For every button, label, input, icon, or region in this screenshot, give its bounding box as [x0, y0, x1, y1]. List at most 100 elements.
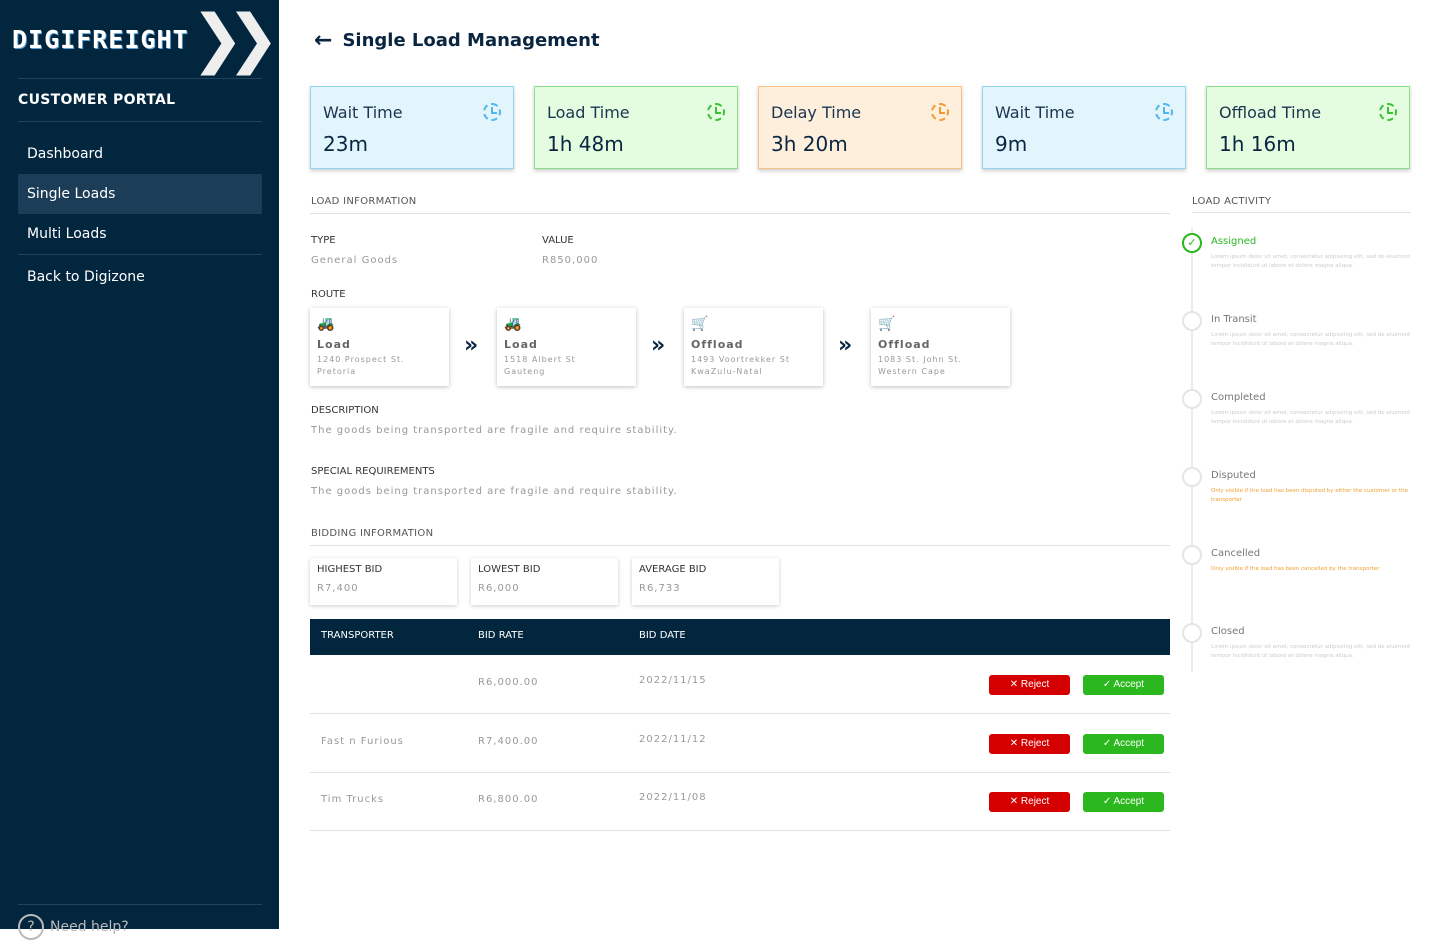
logo-text: DIGIFREIGHT — [12, 24, 189, 54]
nav-back-to-digizone[interactable]: Back to Digizone — [27, 269, 145, 285]
lowest-bid-card: LOWEST BID R6,000 — [471, 558, 618, 605]
reject-button[interactable]: ✕ Reject — [989, 733, 1070, 754]
activity-description: Lorem ipsum dolor sit amet, consectetur … — [1211, 410, 1410, 425]
stop-address: 1518 Albert St — [504, 355, 576, 364]
nav-multi-loads[interactable]: Multi Loads — [27, 226, 107, 242]
close-icon: ✕ — [1009, 796, 1021, 807]
divider — [310, 213, 1170, 214]
stat-label: Load Time — [547, 103, 630, 122]
main: ← Single Load Management Wait Time 23m Load… — [279, 0, 1436, 929]
bid-rate-cell: R6,000.00 — [478, 677, 539, 688]
double-chevron-icon: » — [838, 333, 853, 358]
description-label: DESCRIPTION — [311, 405, 379, 416]
activity-name: Disputed — [1211, 470, 1256, 481]
accept-label: Accept — [1113, 737, 1145, 749]
transporter-cell: Fast n Furious — [321, 735, 404, 747]
clock-icon — [483, 103, 501, 121]
back-arrow-icon[interactable]: ← — [314, 28, 333, 53]
value-label: VALUE — [542, 235, 574, 246]
accept-label: Accept — [1113, 796, 1145, 807]
nav-single-loads[interactable]: Single Loads — [18, 174, 262, 214]
table-row: R6,000.00 2022/11/15 ✕ Reject ✓ Accept — [310, 655, 1170, 714]
accept-button[interactable]: ✓ Accept — [1083, 675, 1164, 695]
bid-label: AVERAGE BID — [639, 564, 707, 575]
sidebar: DIGIFREIGHT ❯❯ CUSTOMER PORTAL Dashboard … — [0, 0, 280, 940]
clock-icon — [1379, 103, 1397, 121]
activity-name: Completed — [1211, 392, 1266, 403]
bid-value: R6,733 — [639, 583, 681, 594]
double-chevron-icon: » — [651, 333, 666, 358]
divider — [18, 121, 262, 122]
empty-circle-icon — [1182, 545, 1202, 565]
special-requirements-label: SPECIAL REQUIREMENTS — [311, 466, 435, 477]
divider — [1192, 212, 1411, 213]
reject-button[interactable]: ✕ Reject — [989, 792, 1070, 812]
stat-label: Offload Time — [1219, 103, 1322, 122]
stat-value: 1h 48m — [547, 132, 624, 156]
bid-date-cell: 2022/11/08 — [639, 792, 707, 803]
stat-card: Wait Time 9m — [982, 86, 1186, 169]
activity-description: Lorem ipsum dolor sit amet, consectetur … — [1211, 254, 1410, 269]
special-requirements-text: The goods being transported are fragile … — [311, 486, 678, 497]
bid-value: R6,000 — [478, 583, 520, 594]
logo-chevron-icon: ❯❯ — [190, 2, 280, 76]
column-header: BID DATE — [639, 630, 686, 641]
type-label: TYPE — [311, 235, 336, 246]
logo[interactable]: DIGIFREIGHT ❯❯ — [12, 2, 280, 76]
column-header: TRANSPORTER — [321, 630, 394, 641]
divider — [18, 904, 262, 905]
divider — [18, 78, 262, 79]
section-heading: BIDDING INFORMATION — [311, 528, 434, 539]
bid-date-cell: 2022/11/15 — [639, 675, 707, 686]
bids-table-header: TRANSPORTER BID RATE BID DATE — [310, 619, 1170, 655]
divider — [18, 254, 262, 255]
route-stop: 🚜 Load 1518 Albert St Gauteng — [497, 308, 636, 386]
bid-date-cell: 2022/11/12 — [639, 733, 707, 745]
activity-heading: LOAD ACTIVITY — [1192, 196, 1272, 207]
empty-circle-icon — [1182, 467, 1202, 487]
route-label: ROUTE — [311, 289, 346, 300]
bid-label: HIGHEST BID — [317, 564, 383, 575]
route-stop: 🚜 Load 1240 Prospect St. Pretoria — [310, 308, 449, 386]
close-icon: ✕ — [1009, 737, 1021, 749]
dolly-icon: 🛒 — [878, 316, 896, 332]
clock-icon — [931, 103, 949, 121]
activity-name: Assigned — [1211, 236, 1257, 247]
dolly-icon: 🛒 — [691, 316, 709, 332]
section-heading: LOAD INFORMATION — [311, 196, 417, 207]
close-icon: ✕ — [1009, 679, 1021, 690]
nav-dashboard[interactable]: Dashboard — [27, 146, 103, 162]
reject-button[interactable]: ✕ Reject — [989, 675, 1070, 695]
average-bid-card: AVERAGE BID R6,733 — [632, 558, 779, 605]
help-link[interactable]: ? Need help? — [18, 914, 129, 940]
stop-type: Load — [504, 338, 538, 351]
route-stop: 🛒 Offload 1493 Voortrekker St KwaZulu-Natal — [684, 308, 823, 386]
reject-label: Reject — [1020, 796, 1050, 807]
double-chevron-icon: » — [464, 333, 479, 358]
activity-name: Cancelled — [1211, 548, 1261, 559]
stat-value: 3h 20m — [771, 132, 848, 156]
activity-name: Closed — [1211, 626, 1245, 637]
stop-type: Offload — [691, 338, 744, 351]
activity-description: Lorem ipsum dolor sit amet, consectetur … — [1211, 332, 1410, 347]
timeline-line — [1191, 228, 1193, 672]
question-icon: ? — [18, 914, 44, 940]
stat-value: 9m — [995, 132, 1028, 156]
empty-circle-icon — [1182, 389, 1202, 409]
accept-button[interactable]: ✓ Accept — [1083, 733, 1164, 754]
stat-card: Delay Time 3h 20m — [758, 86, 962, 169]
empty-circle-icon — [1182, 311, 1202, 331]
stat-label: Wait Time — [323, 103, 403, 122]
stat-card: Wait Time 23m — [310, 86, 514, 169]
clock-icon — [707, 103, 725, 121]
truck-icon: 🚜 — [504, 316, 522, 332]
accept-button[interactable]: ✓ Accept — [1083, 792, 1164, 812]
stat-card: Offload Time 1h 16m — [1206, 86, 1410, 169]
stop-region: Western Cape — [878, 367, 946, 376]
accept-label: Accept — [1113, 679, 1145, 690]
clock-icon — [1155, 103, 1173, 121]
stop-address: 1240 Prospect St. — [317, 355, 405, 364]
table-row: Tim Trucks R6,800.00 2022/11/08 ✕ Reject ✓ A… — [310, 772, 1170, 831]
stat-label: Wait Time — [995, 103, 1075, 122]
check-circle-icon: ✓ — [1182, 233, 1202, 253]
